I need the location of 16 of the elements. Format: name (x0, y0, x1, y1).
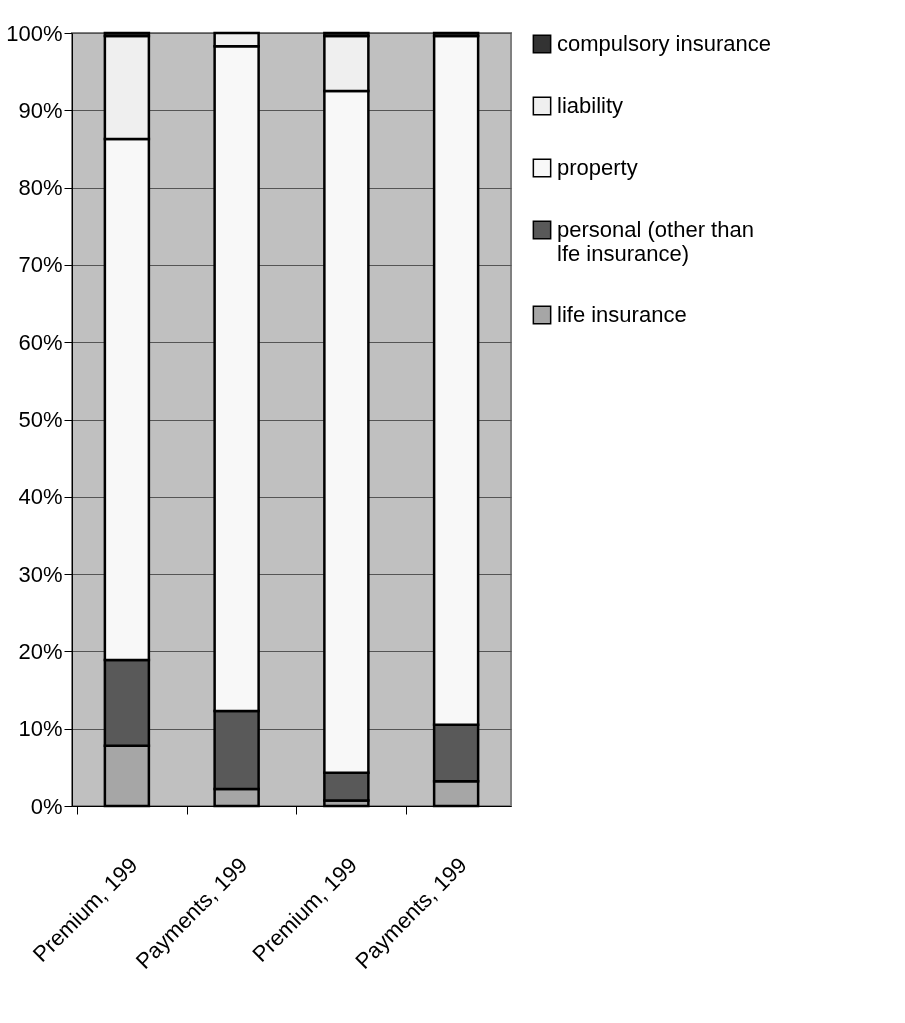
legend-label: property (557, 155, 638, 180)
legend-label: liability (557, 93, 624, 118)
y-tick-label: 40% (18, 484, 63, 510)
y-tick-label: 100% (6, 20, 63, 46)
y-tick-label: 10% (18, 716, 63, 742)
y-tick-label: 0% (30, 793, 63, 819)
y-tick-label: 70% (18, 252, 63, 278)
y-tick-label: 90% (18, 97, 63, 123)
legend-label: personal (other than lfe insurance) (557, 217, 754, 266)
y-tick-label: 80% (18, 175, 63, 201)
y-tick-label: 30% (18, 561, 63, 587)
legend-label: compulsory insurance (557, 31, 771, 56)
y-tick-label: 60% (18, 329, 63, 355)
legend-label: life insurance (557, 302, 687, 327)
y-tick-label: 50% (18, 407, 63, 432)
y-tick-label: 20% (18, 638, 63, 664)
